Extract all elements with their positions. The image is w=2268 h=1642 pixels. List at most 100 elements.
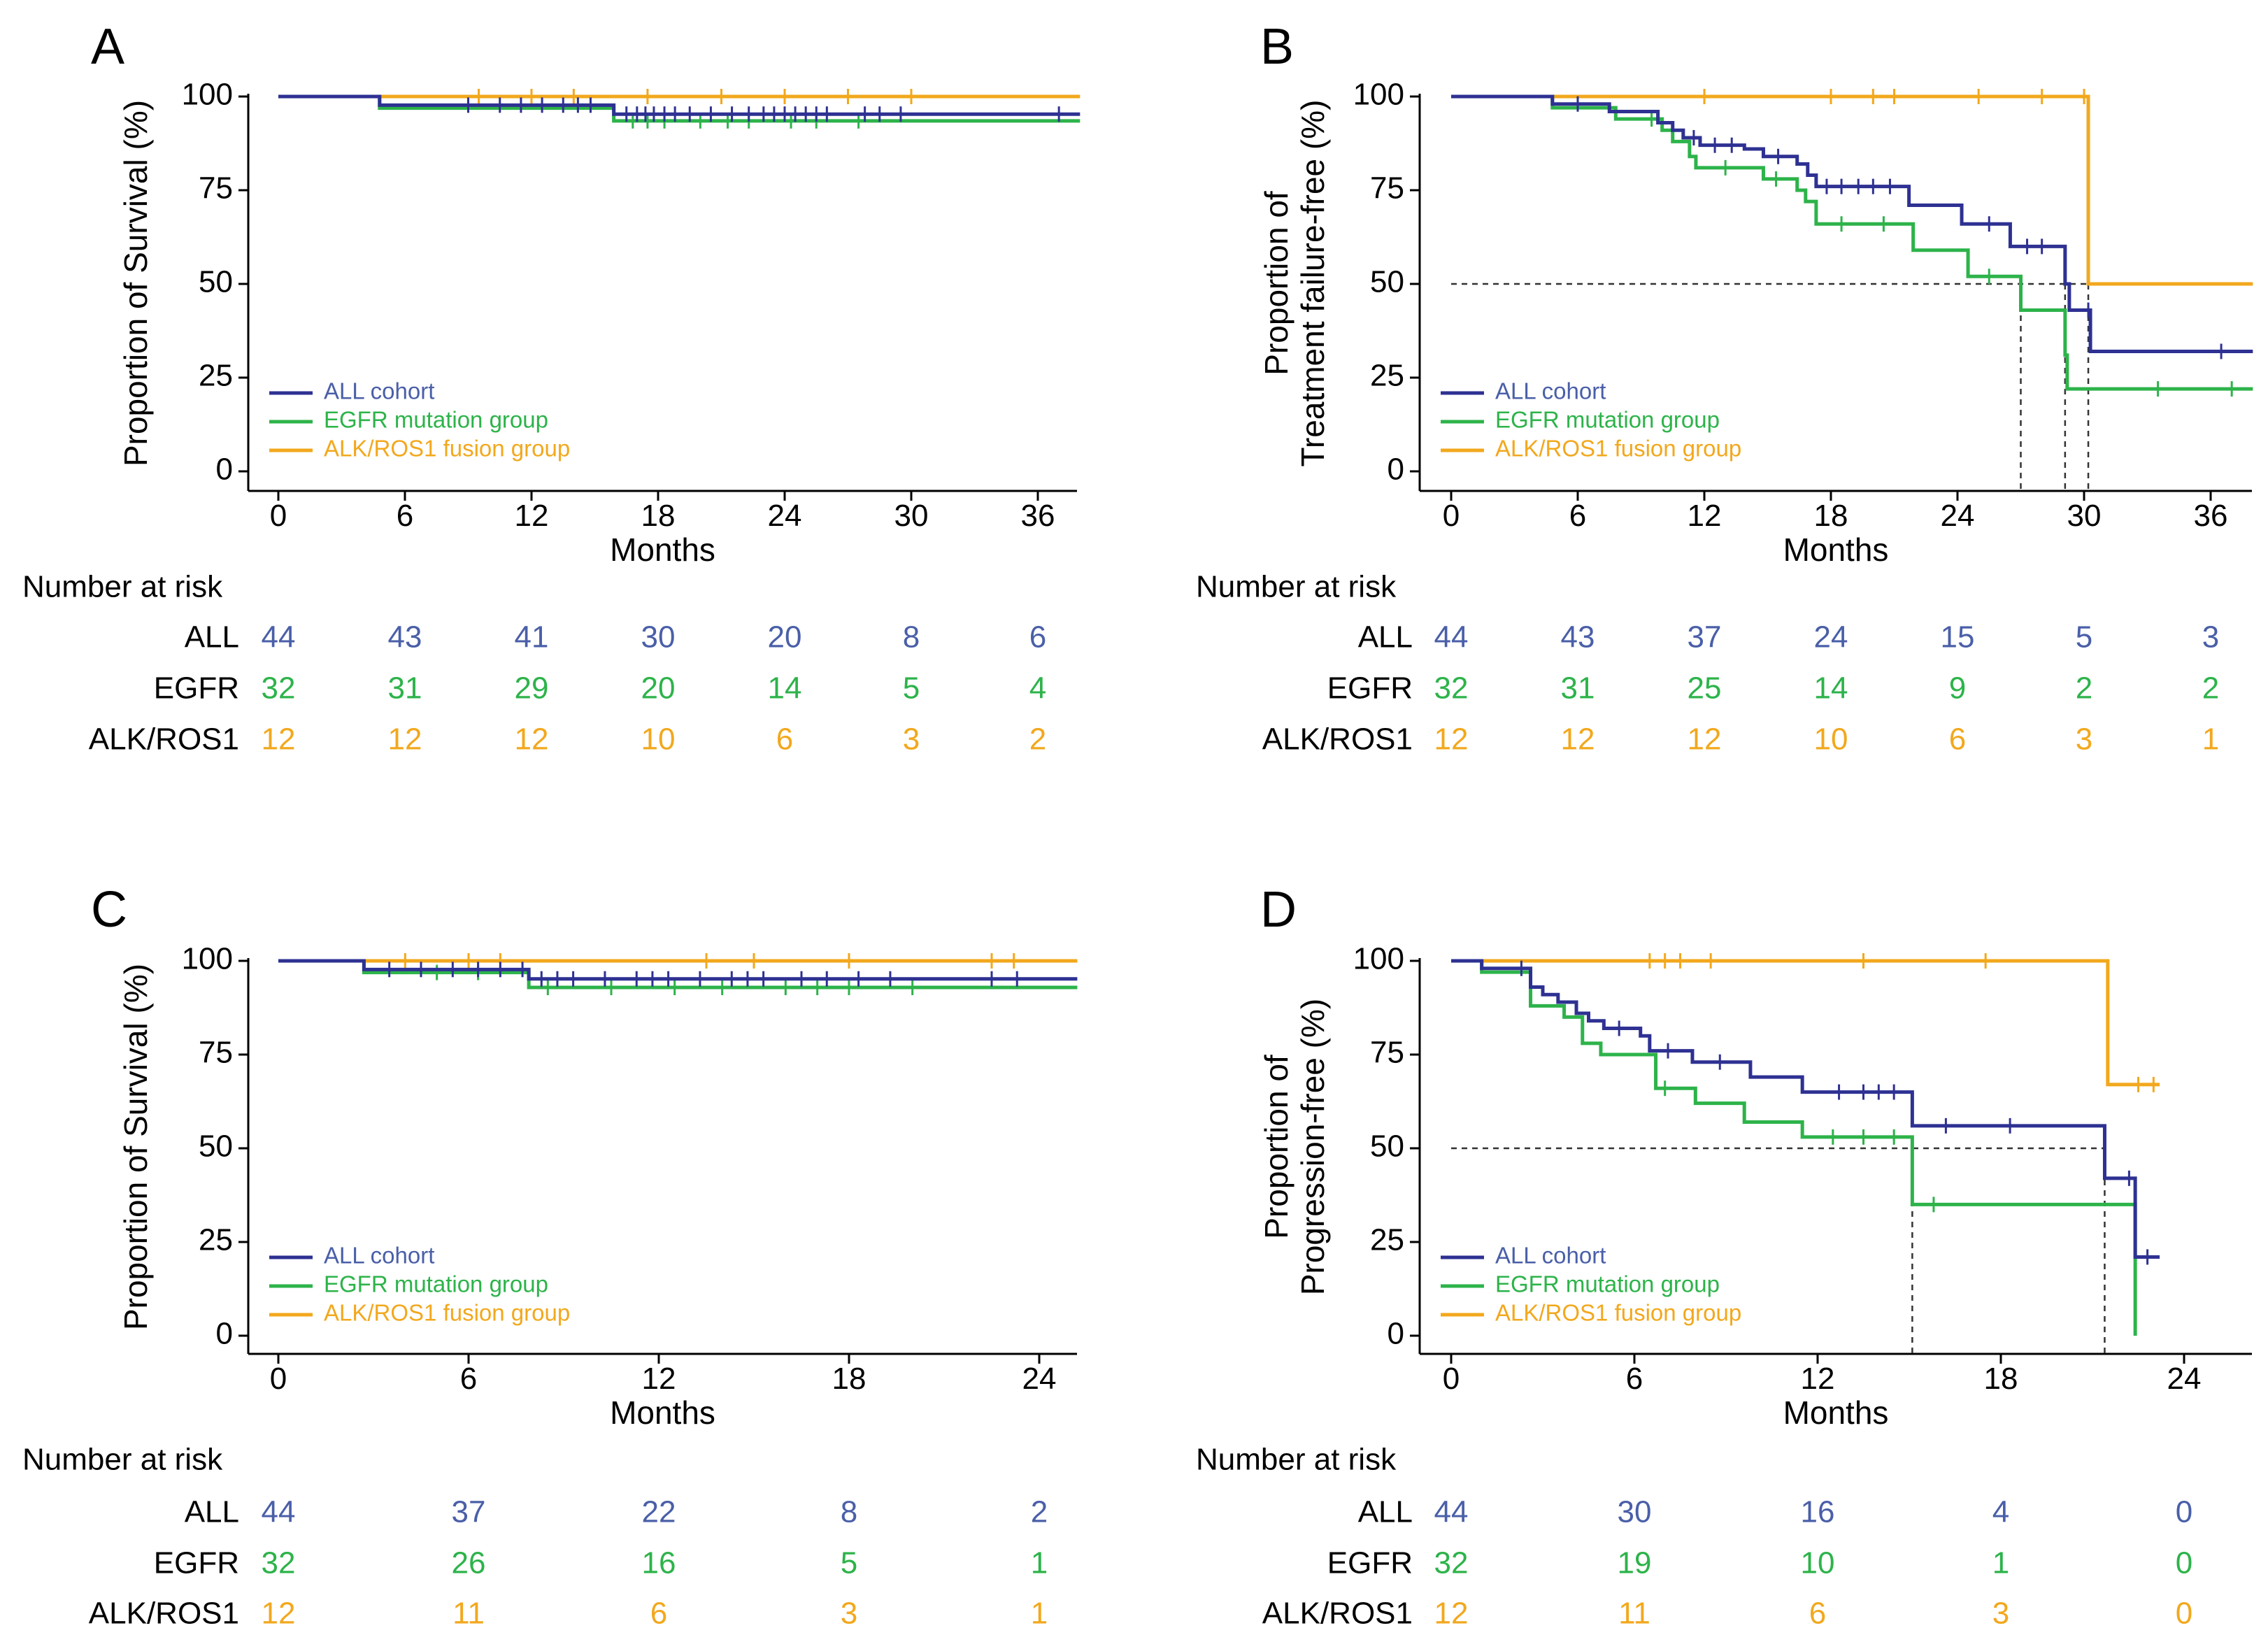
x-tick-label: 36 [1021, 499, 1055, 533]
risk-row-label: ALK/ROS1 [89, 1597, 239, 1631]
y-axis-label: Proportion of Progression-free (%) [1258, 999, 1331, 1295]
x-tick-label: 24 [2167, 1362, 2202, 1396]
risk-count: 3 [2076, 722, 2092, 757]
y-tick-label: 50 [199, 1129, 233, 1164]
x-tick-label: 12 [1801, 1362, 1835, 1396]
risk-count: 6 [1029, 620, 1046, 655]
risk-count: 2 [1029, 722, 1046, 757]
risk-count: 8 [903, 620, 920, 655]
risk-row-label: EGFR [154, 1546, 239, 1580]
risk-count: 1 [1031, 1546, 1048, 1580]
legend-label: EGFR mutation group [1495, 407, 1720, 433]
x-tick-label: 36 [2194, 499, 2228, 533]
risk-count: 4 [1992, 1495, 2009, 1529]
risk-count: 19 [1618, 1546, 1652, 1580]
risk-count: 3 [841, 1597, 857, 1631]
legend-label: ALK/ROS1 fusion group [324, 1300, 570, 1326]
risk-count: 5 [2076, 620, 2092, 655]
risk-count: 2 [2076, 671, 2092, 706]
legend-label: ALL cohort [1495, 1243, 1606, 1269]
risk-count: 3 [903, 722, 920, 757]
y-axis-label: Proportion of Survival (%) [117, 964, 154, 1330]
km-curve-egfr [1451, 959, 2137, 1336]
km-curve-egfr [1451, 94, 2253, 391]
y-tick-label: 0 [1388, 452, 1404, 487]
risk-count: 14 [768, 671, 802, 706]
x-axis-label: Months [610, 1394, 715, 1431]
risk-table-title: Number at risk [1196, 1443, 1397, 1477]
risk-count: 11 [452, 1597, 485, 1631]
x-tick-label: 0 [270, 499, 287, 533]
risk-count: 37 [1688, 620, 1722, 655]
y-tick-label: 0 [1388, 1317, 1404, 1351]
risk-count: 3 [1992, 1597, 2009, 1631]
risk-count: 12 [388, 722, 422, 757]
risk-count: 12 [1561, 722, 1595, 757]
risk-count: 3 [2202, 620, 2219, 655]
legend-label: EGFR mutation group [324, 407, 548, 433]
km-curve-all [278, 94, 1080, 116]
y-axis-label-line: Proportion of Survival (%) [117, 100, 154, 466]
risk-count: 2 [2202, 671, 2219, 706]
risk-count: 44 [262, 1495, 296, 1529]
risk-count: 5 [903, 671, 920, 706]
legend-label: ALL cohort [1495, 378, 1606, 404]
risk-count: 25 [1688, 671, 1722, 706]
risk-count: 11 [1618, 1597, 1650, 1631]
risk-count: 22 [642, 1495, 676, 1529]
risk-count: 24 [1814, 620, 1848, 655]
y-axis-label-line: Treatment failure-free (%) [1295, 100, 1331, 467]
x-tick-label: 12 [1688, 499, 1722, 533]
risk-count: 8 [841, 1495, 857, 1529]
km-curve-egfr [278, 959, 1078, 990]
km-curve-alk [1451, 959, 2160, 1087]
y-tick-label: 25 [199, 359, 233, 393]
y-axis-label-line: Proportion of [1258, 191, 1295, 376]
x-tick-label: 18 [832, 1362, 866, 1396]
risk-row-label: EGFR [1327, 671, 1413, 706]
y-tick-label: 50 [1370, 265, 1404, 299]
risk-table-title: Number at risk [1196, 570, 1397, 604]
risk-count: 44 [262, 620, 296, 655]
x-tick-label: 6 [460, 1362, 477, 1396]
risk-count: 10 [641, 722, 676, 757]
risk-count: 12 [1434, 722, 1469, 757]
risk-count: 2 [1031, 1495, 1048, 1529]
y-axis-label-line: Progression-free (%) [1295, 999, 1331, 1295]
y-axis-label-line: Proportion of Survival (%) [117, 964, 154, 1330]
x-tick-label: 6 [1626, 1362, 1643, 1396]
x-tick-label: 24 [1022, 1362, 1057, 1396]
risk-count: 44 [1434, 1495, 1469, 1529]
risk-count: 6 [1809, 1597, 1826, 1631]
risk-count: 30 [1618, 1495, 1652, 1529]
km-curve-alk [1451, 94, 2253, 286]
risk-count: 37 [452, 1495, 486, 1529]
risk-count: 12 [1434, 1597, 1469, 1631]
legend-label: EGFR mutation group [324, 1271, 548, 1297]
y-tick-label: 0 [216, 452, 233, 487]
x-axis-label: Months [1783, 1394, 1889, 1431]
panel-letter: A [91, 19, 124, 75]
risk-count: 20 [641, 671, 676, 706]
x-tick-label: 30 [894, 499, 929, 533]
legend-label: ALK/ROS1 fusion group [1495, 436, 1741, 462]
risk-row-label: EGFR [154, 671, 239, 706]
risk-count: 32 [262, 1546, 296, 1580]
x-tick-label: 24 [768, 499, 802, 533]
risk-row-label: ALL [1358, 1495, 1413, 1529]
y-tick-label: 25 [199, 1223, 233, 1257]
risk-row-label: ALK/ROS1 [1262, 1597, 1413, 1631]
risk-row-label: ALL [1358, 620, 1413, 655]
y-tick-label: 75 [199, 1036, 233, 1070]
km-curve-all [1451, 94, 2253, 353]
y-tick-label: 100 [1353, 942, 1404, 976]
risk-count: 16 [642, 1546, 676, 1580]
legend-label: EGFR mutation group [1495, 1271, 1720, 1297]
risk-table-title: Number at risk [22, 570, 223, 604]
risk-count: 6 [776, 722, 793, 757]
risk-count: 10 [1801, 1546, 1835, 1580]
